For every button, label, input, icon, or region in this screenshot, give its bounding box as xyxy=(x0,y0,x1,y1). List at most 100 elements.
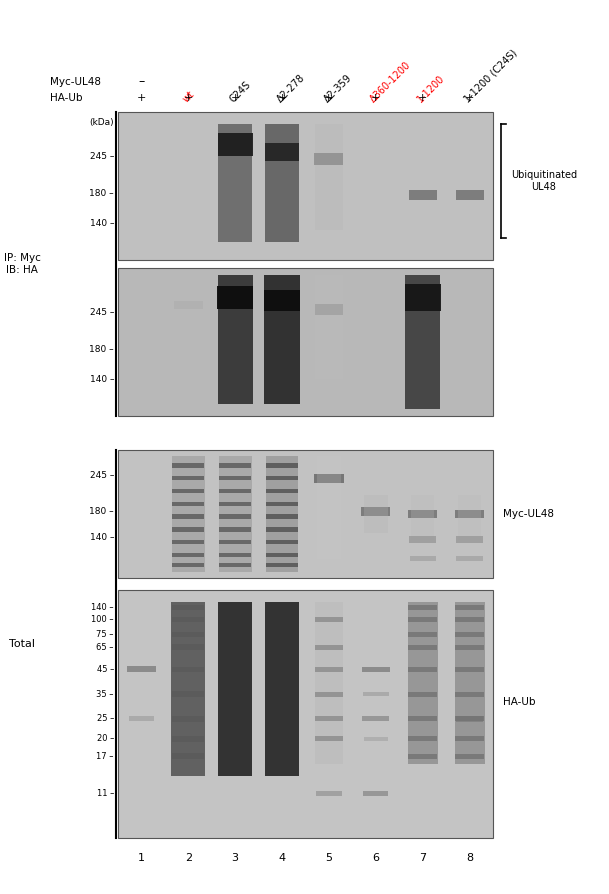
Bar xyxy=(219,691,251,697)
Bar xyxy=(408,510,437,519)
Bar xyxy=(315,716,342,721)
Bar xyxy=(407,603,438,763)
Text: Total: Total xyxy=(9,639,35,649)
Text: Δ360-1200: Δ360-1200 xyxy=(368,59,414,104)
Text: +: + xyxy=(371,93,381,103)
Bar xyxy=(266,563,298,568)
Text: Myc-UL48: Myc-UL48 xyxy=(503,509,554,519)
Bar xyxy=(316,791,342,796)
Bar xyxy=(266,617,298,622)
Text: +: + xyxy=(418,93,428,103)
Text: 180 –: 180 – xyxy=(90,507,114,516)
Bar xyxy=(315,737,342,741)
Bar xyxy=(455,667,484,671)
Text: 45 –: 45 – xyxy=(97,665,114,674)
Bar xyxy=(455,716,484,721)
Bar xyxy=(266,691,298,697)
Text: +: + xyxy=(277,93,287,103)
Text: IP: Myc
IB: HA: IP: Myc IB: HA xyxy=(4,253,40,274)
Bar xyxy=(172,502,204,506)
Bar xyxy=(266,476,298,480)
Text: 140 –: 140 – xyxy=(90,375,114,384)
Bar xyxy=(455,692,484,696)
Bar xyxy=(172,604,204,610)
Bar xyxy=(314,474,344,483)
Bar xyxy=(265,143,300,161)
Bar xyxy=(408,632,437,637)
Bar xyxy=(127,666,156,672)
Bar xyxy=(315,692,342,696)
Text: 17 –: 17 – xyxy=(96,752,114,761)
Bar xyxy=(455,754,484,759)
Bar xyxy=(456,716,483,721)
Bar xyxy=(266,604,298,610)
Text: HA-Ub: HA-Ub xyxy=(503,696,535,706)
Bar xyxy=(172,457,205,571)
Bar xyxy=(219,754,251,759)
Bar xyxy=(219,716,251,721)
Bar xyxy=(172,463,204,468)
Bar xyxy=(219,457,252,571)
Text: +: + xyxy=(324,93,334,103)
Bar xyxy=(172,691,204,697)
Bar xyxy=(409,536,436,543)
Bar xyxy=(315,304,343,315)
Bar xyxy=(266,645,298,650)
Bar xyxy=(408,645,437,650)
Bar xyxy=(266,502,298,506)
Bar xyxy=(219,489,251,493)
Bar xyxy=(266,540,298,544)
Bar xyxy=(266,457,298,571)
Bar xyxy=(128,716,154,721)
Bar xyxy=(458,494,481,540)
Bar xyxy=(411,494,434,540)
Bar xyxy=(315,645,342,650)
Bar xyxy=(219,632,251,637)
Text: 7: 7 xyxy=(419,853,426,863)
Text: 4: 4 xyxy=(278,853,286,863)
Bar xyxy=(405,284,440,311)
Text: 1-1200: 1-1200 xyxy=(415,72,447,104)
Bar xyxy=(455,737,484,741)
Bar xyxy=(455,605,484,610)
Bar xyxy=(219,563,251,568)
Text: 100 –: 100 – xyxy=(91,615,114,624)
Bar xyxy=(456,190,484,200)
Bar xyxy=(362,716,389,721)
Text: 11 –: 11 – xyxy=(97,789,114,797)
Bar xyxy=(172,754,204,759)
Text: 245 –: 245 – xyxy=(90,308,114,316)
Bar xyxy=(217,275,253,404)
Bar xyxy=(118,268,493,416)
Bar xyxy=(265,124,299,242)
Bar xyxy=(172,667,204,672)
Text: –: – xyxy=(138,75,144,89)
Text: 20 –: 20 – xyxy=(97,734,114,743)
Bar xyxy=(410,556,436,561)
Text: wt: wt xyxy=(181,89,197,104)
Bar xyxy=(219,736,251,741)
Bar xyxy=(172,527,204,532)
Text: 65 –: 65 – xyxy=(96,643,114,652)
Bar xyxy=(408,605,437,610)
Bar xyxy=(172,514,204,519)
Text: Δ2-359: Δ2-359 xyxy=(322,72,354,104)
Bar xyxy=(315,603,343,763)
Text: 245 –: 245 – xyxy=(90,471,114,480)
Bar xyxy=(172,540,204,544)
Text: C24S: C24S xyxy=(228,79,253,104)
Bar xyxy=(172,617,204,622)
Text: Myc-UL48: Myc-UL48 xyxy=(50,77,101,87)
Bar xyxy=(118,590,493,838)
Bar xyxy=(118,450,493,578)
Text: 75 –: 75 – xyxy=(96,630,114,639)
Bar xyxy=(315,667,342,671)
Bar xyxy=(266,754,298,759)
Bar xyxy=(218,603,252,776)
Text: 2: 2 xyxy=(185,853,192,863)
Text: 140 –: 140 – xyxy=(90,218,114,227)
Bar xyxy=(454,603,485,763)
Bar xyxy=(408,716,437,721)
Bar xyxy=(315,124,343,231)
Bar xyxy=(172,489,204,493)
